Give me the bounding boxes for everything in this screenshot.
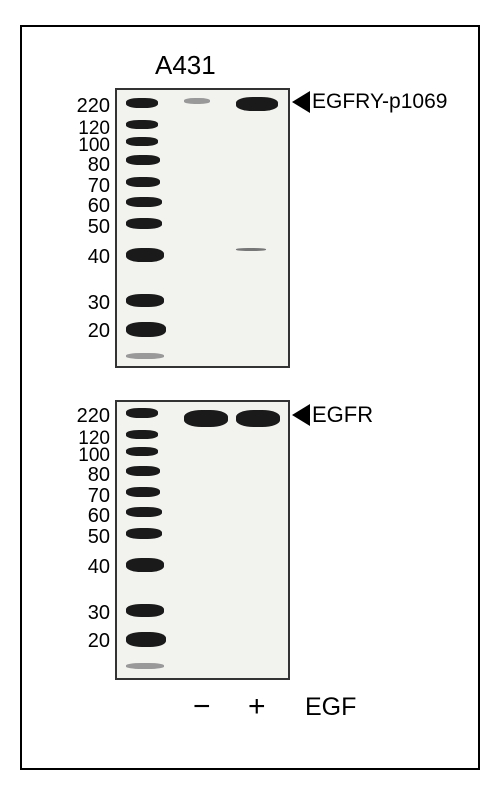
mw-label: 30 (70, 292, 110, 315)
ladder-band (126, 447, 158, 456)
mw-label: 80 (70, 464, 110, 487)
arrow-label-top: EGFRY-p1069 (312, 90, 447, 114)
ladder-band (126, 294, 164, 307)
ladder-band (126, 558, 164, 572)
arrow-triangle-icon (292, 404, 310, 426)
ladder-band (126, 197, 162, 207)
ladder-band (126, 155, 160, 165)
sample-band (236, 248, 266, 251)
mw-label: 20 (70, 630, 110, 653)
ladder-band (126, 487, 160, 497)
cell-line-label: A431 (155, 50, 216, 81)
mw-label: 20 (70, 320, 110, 343)
arrow-bottom: EGFR (292, 402, 373, 428)
sample-band (236, 97, 278, 111)
mw-label: 30 (70, 602, 110, 625)
arrow-top: EGFRY-p1069 (292, 90, 447, 114)
ladder-band (126, 430, 158, 439)
mw-label: 60 (70, 195, 110, 218)
ladder-band (126, 177, 160, 187)
ladder-band (126, 322, 166, 337)
ladder-band (126, 408, 158, 418)
ladder-band (126, 248, 164, 262)
sample-band (184, 410, 228, 427)
sample-band (184, 98, 210, 104)
mw-label: 220 (70, 95, 110, 118)
mw-label: 50 (70, 216, 110, 239)
mw-label: 60 (70, 505, 110, 528)
ladder-band (126, 120, 158, 129)
ladder-band (126, 137, 158, 146)
ladder-band (126, 528, 162, 539)
condition-minus: − (193, 690, 211, 724)
ladder-band (126, 632, 166, 647)
arrow-triangle-icon (292, 91, 310, 113)
ladder-band (126, 663, 164, 669)
ladder-band (126, 218, 162, 229)
condition-egf-label: EGF (305, 693, 356, 722)
mw-label: 80 (70, 154, 110, 177)
arrow-label-bottom: EGFR (312, 402, 373, 428)
mw-label: 50 (70, 526, 110, 549)
mw-label: 40 (70, 246, 110, 269)
ladder-band (126, 353, 164, 359)
sample-band (236, 410, 280, 427)
ladder-band (126, 466, 160, 476)
mw-label: 220 (70, 405, 110, 428)
condition-plus: + (248, 690, 266, 724)
ladder-band (126, 604, 164, 617)
mw-label: 40 (70, 556, 110, 579)
ladder-band (126, 507, 162, 517)
ladder-band (126, 98, 158, 108)
